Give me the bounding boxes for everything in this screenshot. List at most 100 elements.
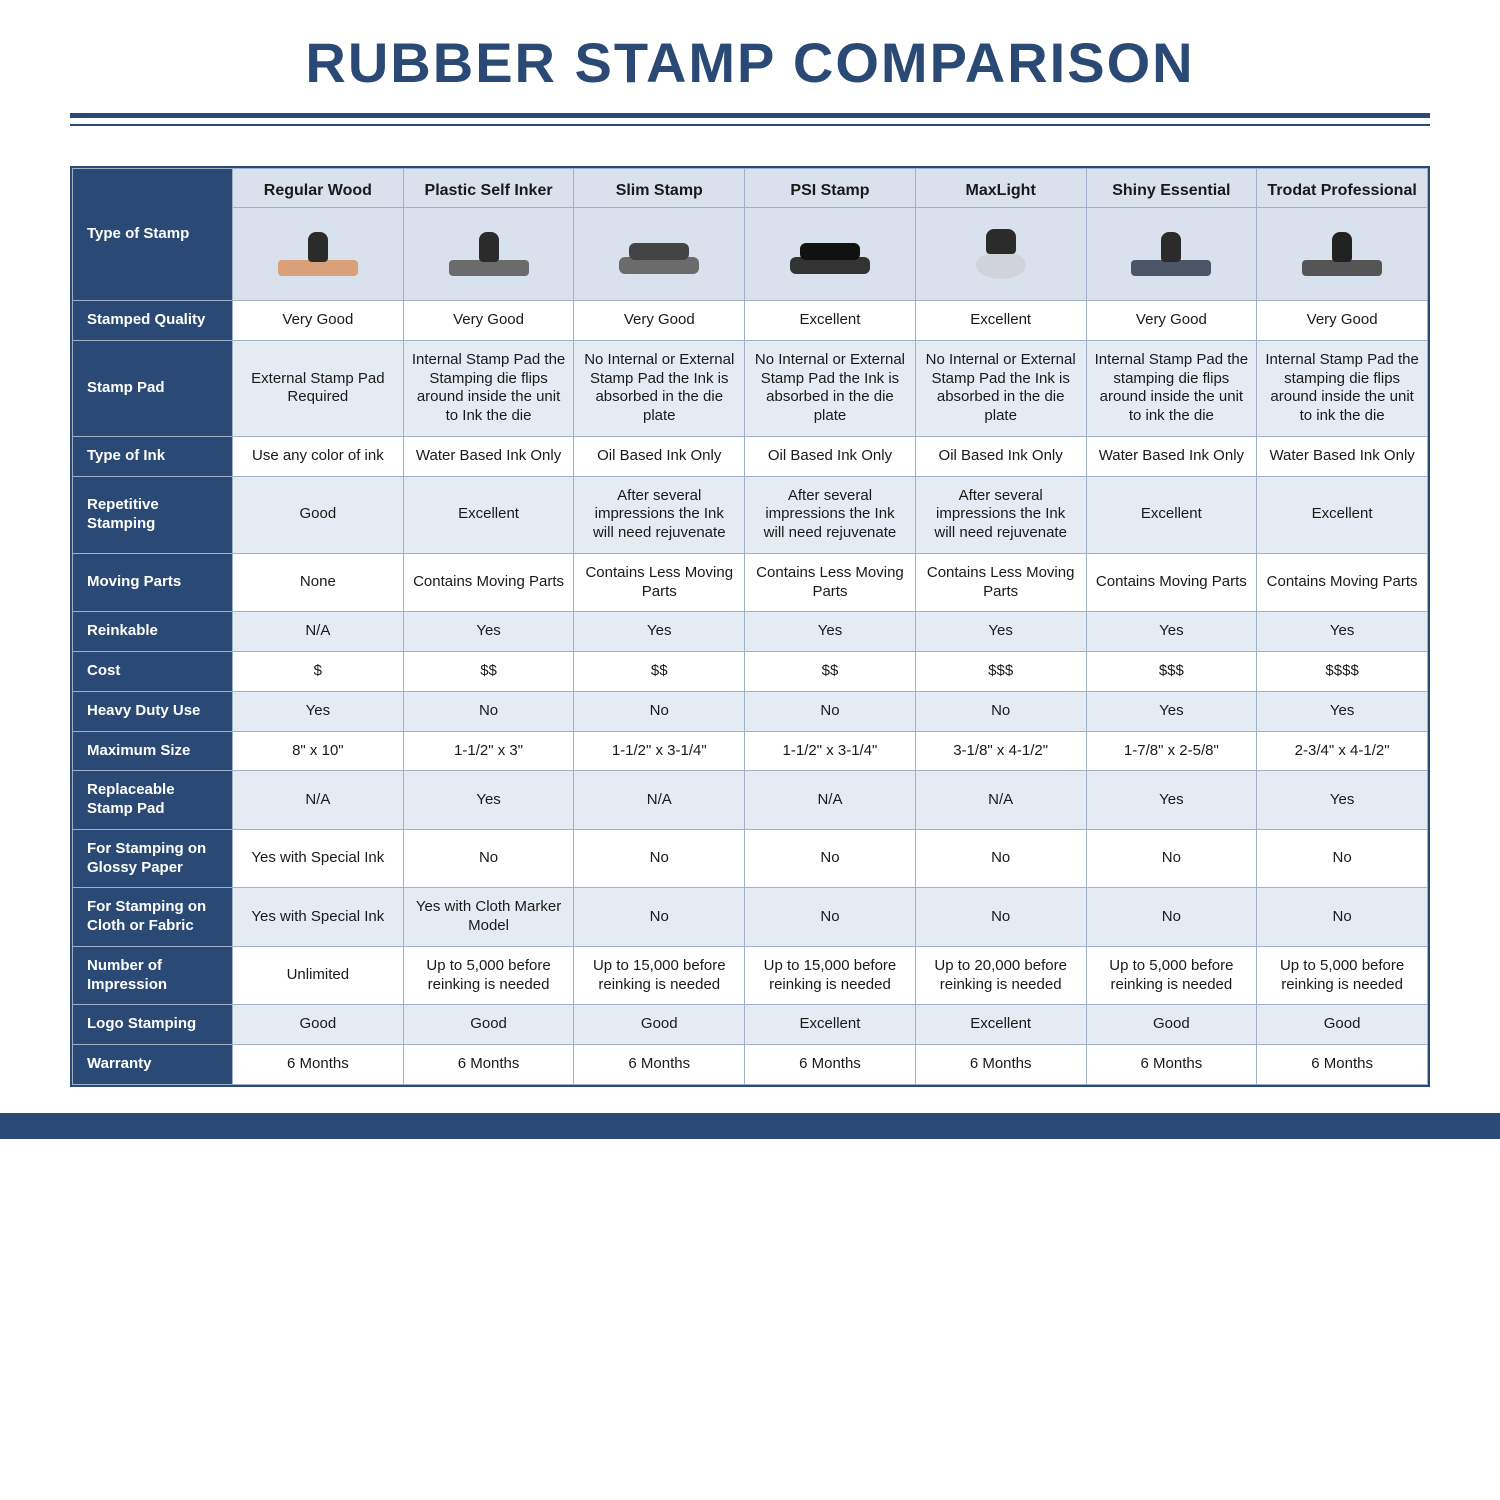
cell: 8" x 10" bbox=[233, 731, 404, 771]
row-label: Logo Stamping bbox=[73, 1005, 233, 1045]
cell: No bbox=[403, 691, 574, 731]
table-row: Stamped QualityVery GoodVery GoodVery Go… bbox=[73, 301, 1428, 341]
cell: 1-7/8" x 2-5/8" bbox=[1086, 731, 1257, 771]
cell: 6 Months bbox=[915, 1045, 1086, 1085]
cell: 6 Months bbox=[403, 1045, 574, 1085]
row-label: Type of Ink bbox=[73, 436, 233, 476]
cell: Yes bbox=[915, 612, 1086, 652]
shiny-stamp-icon bbox=[1086, 208, 1257, 301]
cell: Contains Moving Parts bbox=[403, 553, 574, 612]
cell: Contains Less Moving Parts bbox=[915, 553, 1086, 612]
cell: Yes bbox=[1086, 691, 1257, 731]
table-row: For Stamping on Cloth or FabricYes with … bbox=[73, 888, 1428, 947]
cell: Good bbox=[403, 1005, 574, 1045]
cell: After several impressions the Ink will n… bbox=[574, 476, 745, 553]
cell: Good bbox=[1257, 1005, 1428, 1045]
cell: No bbox=[1086, 888, 1257, 947]
cell: Excellent bbox=[1086, 476, 1257, 553]
cell: N/A bbox=[233, 771, 404, 830]
cell: Good bbox=[233, 1005, 404, 1045]
cell: Water Based Ink Only bbox=[403, 436, 574, 476]
comparison-table: Type of Stamp Regular Wood Plastic Self … bbox=[72, 168, 1428, 1085]
cell: Very Good bbox=[1257, 301, 1428, 341]
cell: None bbox=[233, 553, 404, 612]
col-plastic-self-inker: Plastic Self Inker bbox=[403, 169, 574, 208]
row-label: Moving Parts bbox=[73, 553, 233, 612]
cell: Water Based Ink Only bbox=[1086, 436, 1257, 476]
cell: 1-1/2" x 3-1/4" bbox=[745, 731, 916, 771]
cell: Excellent bbox=[403, 476, 574, 553]
cell: Yes bbox=[403, 612, 574, 652]
cell: N/A bbox=[745, 771, 916, 830]
footer-bar bbox=[0, 1113, 1500, 1139]
cell: No bbox=[745, 888, 916, 947]
cell: N/A bbox=[574, 771, 745, 830]
cell: 3-1/8" x 4-1/2" bbox=[915, 731, 1086, 771]
col-slim-stamp: Slim Stamp bbox=[574, 169, 745, 208]
row-label: Stamped Quality bbox=[73, 301, 233, 341]
cell: No Internal or External Stamp Pad the In… bbox=[915, 340, 1086, 436]
cell: Yes bbox=[745, 612, 916, 652]
cell: 2-3/4" x 4-1/2" bbox=[1257, 731, 1428, 771]
cell: Up to 20,000 before reinking is needed bbox=[915, 946, 1086, 1005]
cell: 6 Months bbox=[233, 1045, 404, 1085]
cell: N/A bbox=[915, 771, 1086, 830]
col-shiny-essential: Shiny Essential bbox=[1086, 169, 1257, 208]
cell: No bbox=[1257, 888, 1428, 947]
wood-stamp-icon bbox=[233, 208, 404, 301]
row-label: Reinkable bbox=[73, 612, 233, 652]
cell: 6 Months bbox=[745, 1045, 916, 1085]
cell: No bbox=[574, 888, 745, 947]
col-maxlight: MaxLight bbox=[915, 169, 1086, 208]
cell: Internal Stamp Pad the stamping die flip… bbox=[1257, 340, 1428, 436]
cell: Good bbox=[1086, 1005, 1257, 1045]
cell: Very Good bbox=[574, 301, 745, 341]
table-row: Heavy Duty UseYesNoNoNoNoYesYes bbox=[73, 691, 1428, 731]
cell: Up to 5,000 before reinking is needed bbox=[1086, 946, 1257, 1005]
cell: Good bbox=[233, 476, 404, 553]
cell: Water Based Ink Only bbox=[1257, 436, 1428, 476]
cell: Up to 5,000 before reinking is needed bbox=[1257, 946, 1428, 1005]
psi-stamp-icon bbox=[745, 208, 916, 301]
cell: No bbox=[915, 829, 1086, 888]
cell: Yes with Special Ink bbox=[233, 829, 404, 888]
cell: Yes bbox=[233, 691, 404, 731]
row-label: Number of Impression bbox=[73, 946, 233, 1005]
cell: Internal Stamp Pad the Stamping die flip… bbox=[403, 340, 574, 436]
table-row: Warranty6 Months6 Months6 Months6 Months… bbox=[73, 1045, 1428, 1085]
cell: External Stamp Pad Required bbox=[233, 340, 404, 436]
cell: Use any color of ink bbox=[233, 436, 404, 476]
cell: No Internal or External Stamp Pad the In… bbox=[745, 340, 916, 436]
cell: Yes bbox=[574, 612, 745, 652]
cell: 1-1/2" x 3-1/4" bbox=[574, 731, 745, 771]
cell: Contains Less Moving Parts bbox=[574, 553, 745, 612]
table-header-row: Type of Stamp Regular Wood Plastic Self … bbox=[73, 169, 1428, 208]
cell: No bbox=[1257, 829, 1428, 888]
cell: No bbox=[574, 829, 745, 888]
cell: No bbox=[1086, 829, 1257, 888]
cell: No bbox=[915, 888, 1086, 947]
cell: No bbox=[915, 691, 1086, 731]
row-label: Warranty bbox=[73, 1045, 233, 1085]
table-row: Moving PartsNoneContains Moving PartsCon… bbox=[73, 553, 1428, 612]
page-title: RUBBER STAMP COMPARISON bbox=[0, 30, 1500, 95]
cell: Unlimited bbox=[233, 946, 404, 1005]
table-row: Cost$$$$$$$$$$$$$$$$$ bbox=[73, 652, 1428, 692]
row-label: Heavy Duty Use bbox=[73, 691, 233, 731]
row-label: Maximum Size bbox=[73, 731, 233, 771]
table-image-row bbox=[73, 208, 1428, 301]
cell: $$$ bbox=[1086, 652, 1257, 692]
col-trodat-professional: Trodat Professional bbox=[1257, 169, 1428, 208]
cell: Excellent bbox=[745, 1005, 916, 1045]
cell: $$$$ bbox=[1257, 652, 1428, 692]
row-label: For Stamping on Glossy Paper bbox=[73, 829, 233, 888]
cell: Yes bbox=[1086, 612, 1257, 652]
cell: Very Good bbox=[1086, 301, 1257, 341]
cell: Excellent bbox=[1257, 476, 1428, 553]
cell: $ bbox=[233, 652, 404, 692]
maxlight-stamp-icon bbox=[915, 208, 1086, 301]
cell: Yes with Cloth Marker Model bbox=[403, 888, 574, 947]
cell: Oil Based Ink Only bbox=[915, 436, 1086, 476]
cell: 1-1/2" x 3" bbox=[403, 731, 574, 771]
cell: Excellent bbox=[915, 1005, 1086, 1045]
